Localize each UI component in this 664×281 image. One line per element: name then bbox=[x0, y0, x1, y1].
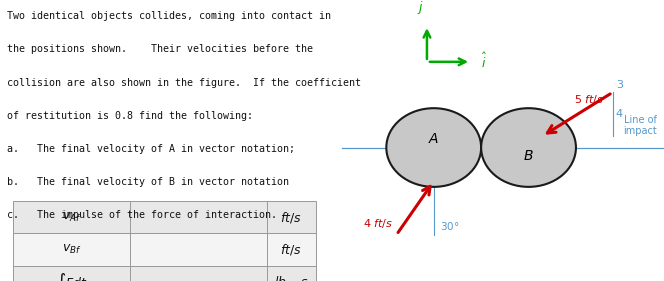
Text: Two identical objects collides, coming into contact in: Two identical objects collides, coming i… bbox=[7, 11, 331, 21]
FancyBboxPatch shape bbox=[13, 201, 315, 233]
Text: $lb - s$: $lb - s$ bbox=[274, 275, 309, 281]
Text: collision are also shown in the figure.  If the coefficient: collision are also shown in the figure. … bbox=[7, 78, 361, 88]
FancyBboxPatch shape bbox=[13, 266, 315, 281]
Text: $\hat{i}$: $\hat{i}$ bbox=[481, 52, 487, 71]
Text: $\int Fdt$: $\int Fdt$ bbox=[56, 271, 88, 281]
Text: a.   The final velocity of A in vector notation;: a. The final velocity of A in vector not… bbox=[7, 144, 295, 154]
Circle shape bbox=[386, 108, 481, 187]
Text: $B$: $B$ bbox=[523, 149, 534, 163]
Text: the positions shown.    Their velocities before the: the positions shown. Their velocities be… bbox=[7, 44, 313, 55]
Text: 3: 3 bbox=[616, 80, 623, 90]
Text: $4\ ft/s$: $4\ ft/s$ bbox=[363, 217, 393, 230]
Text: b.   The final velocity of B in vector notation: b. The final velocity of B in vector not… bbox=[7, 177, 288, 187]
Text: $30°$: $30°$ bbox=[440, 220, 460, 232]
Text: $v_{Af}$: $v_{Af}$ bbox=[62, 210, 82, 224]
Text: Line of
impact: Line of impact bbox=[623, 115, 657, 136]
Text: $v_{Bf}$: $v_{Bf}$ bbox=[62, 243, 82, 256]
FancyBboxPatch shape bbox=[13, 233, 315, 266]
Text: $5\ ft/s$: $5\ ft/s$ bbox=[574, 93, 604, 106]
Text: $\hat{j}$: $\hat{j}$ bbox=[416, 0, 424, 17]
Text: $ft/s$: $ft/s$ bbox=[280, 210, 302, 225]
Text: 4: 4 bbox=[616, 109, 623, 119]
Circle shape bbox=[481, 108, 576, 187]
Text: $ft/s$: $ft/s$ bbox=[280, 242, 302, 257]
Text: $A$: $A$ bbox=[428, 132, 440, 146]
Text: c.   The impulse of the force of interaction.: c. The impulse of the force of interacti… bbox=[7, 210, 276, 220]
Text: of restitution is 0.8 find the following:: of restitution is 0.8 find the following… bbox=[7, 111, 252, 121]
